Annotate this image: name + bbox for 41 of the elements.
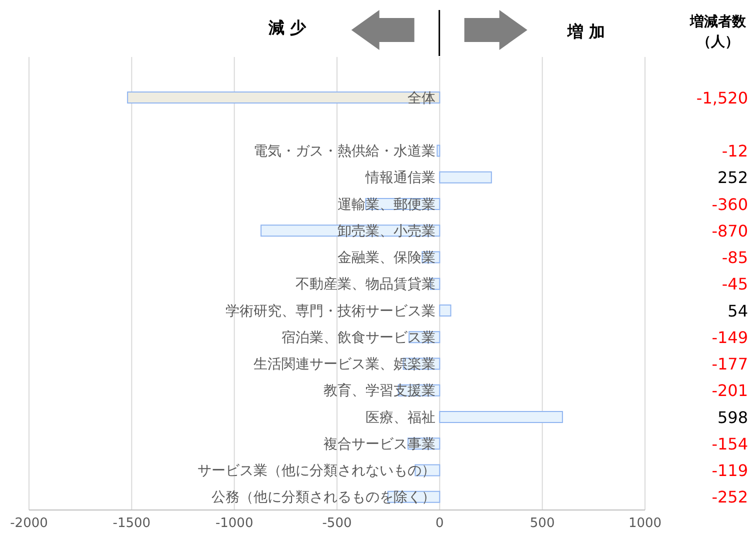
x-tick-label: -1500 (112, 516, 151, 532)
bar (439, 171, 492, 184)
x-tick-label: 500 (530, 516, 555, 532)
y-tick-label: 情報通信業 (364, 170, 436, 186)
data-label: -45 (722, 274, 748, 294)
data-label: 252 (717, 168, 748, 188)
x-tick-label: 0 (436, 516, 444, 532)
data-label: -85 (722, 248, 748, 268)
data-label: -12 (722, 142, 748, 161)
text: 増減者数（人） (688, 12, 747, 52)
x-tick-label: -1000 (215, 516, 254, 532)
y-tick-label: 卸売業、小売業 (337, 223, 436, 240)
data-label: 54 (728, 301, 748, 320)
x-tick-label: -500 (322, 516, 352, 532)
y-tick-label: 金融業、保険業 (337, 250, 436, 266)
data-label: -177 (712, 354, 748, 374)
y-tick-label: 複合サービス事業 (323, 436, 436, 452)
y-tick-label: 全体 (407, 90, 436, 106)
y-tick-label: 教育、学習支援業 (323, 382, 436, 400)
data-label: -252 (712, 488, 748, 507)
y-tick-label: 医療、福祉 (365, 410, 436, 426)
data-label: -360 (712, 194, 748, 214)
data-label: -119 (712, 461, 748, 480)
y-tick-label: 電気・ガス・熱供給・水道業 (253, 144, 436, 160)
data-label: 598 (717, 408, 748, 427)
data-label: -154 (712, 434, 748, 454)
bar (436, 144, 440, 157)
y-tick-label: 学術研究、専門・技術サービス業 (225, 303, 436, 320)
data-label: -1,520 (696, 88, 748, 108)
text: 減 少 (268, 18, 308, 37)
data-label: -870 (712, 221, 748, 240)
y-tick-label: 運輸業、郵便業 (337, 196, 436, 213)
x-tick-label: 1000 (628, 516, 662, 532)
data-label: -149 (712, 328, 748, 347)
bar (127, 91, 440, 104)
text: 増 加 (566, 22, 606, 41)
bar (439, 304, 452, 316)
data-label: -201 (712, 381, 748, 400)
bar (439, 410, 563, 423)
x-tick-label: -2000 (10, 516, 48, 532)
y-tick-label: 宿泊業、飲食サービス業 (281, 330, 436, 346)
